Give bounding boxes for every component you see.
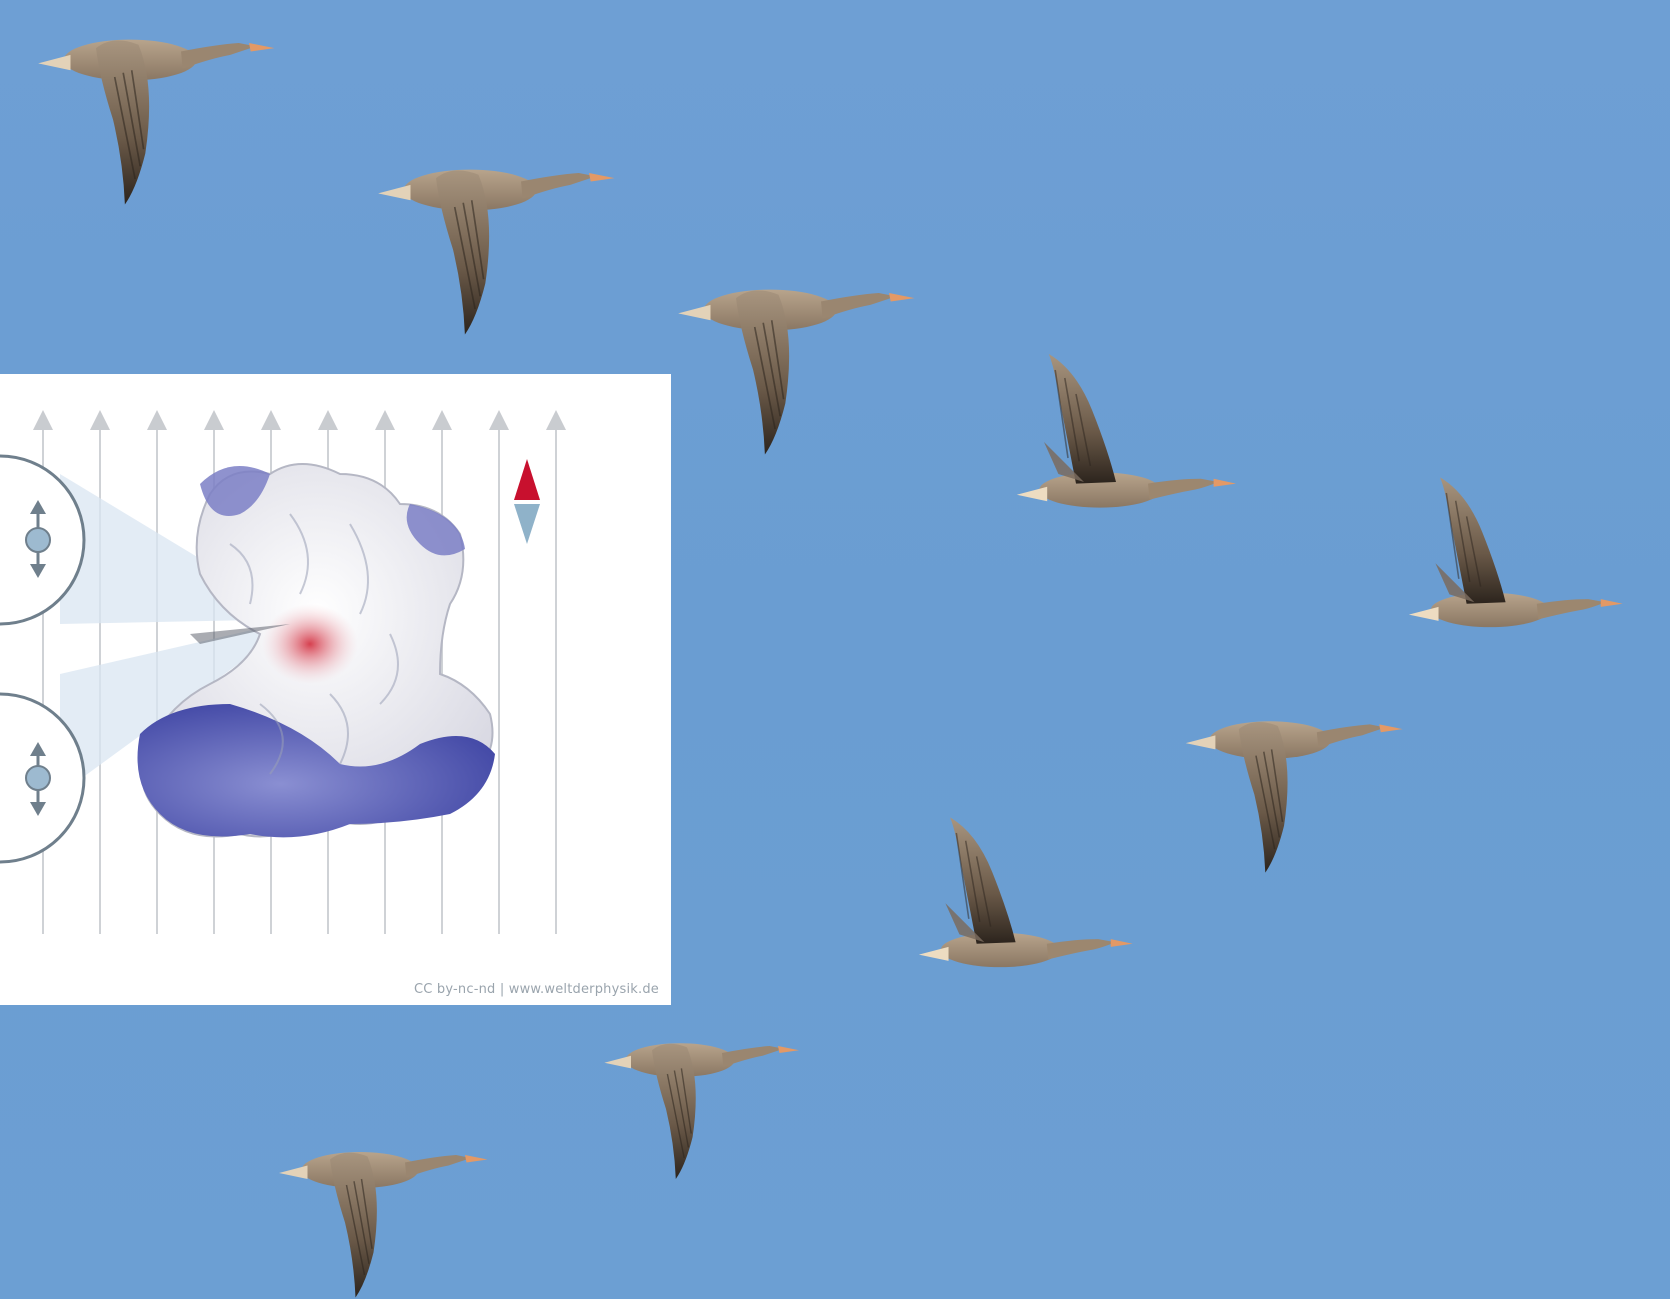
image-credit: CC by-nc-nd | www.weltderphysik.de <box>414 982 659 997</box>
spin-circle-upper <box>0 454 86 626</box>
goose <box>918 816 1134 968</box>
goose <box>1015 353 1237 509</box>
compass-icon <box>514 459 540 544</box>
goose <box>603 1042 800 1180</box>
spin-circle-lower <box>0 692 86 864</box>
goose <box>37 38 276 206</box>
goose <box>1184 720 1404 874</box>
goose <box>1408 476 1624 628</box>
goose <box>677 288 916 456</box>
goose <box>278 1151 489 1299</box>
goose <box>377 168 616 336</box>
protein-model <box>137 463 495 838</box>
inset-diagram <box>0 410 566 934</box>
magnetoreception-inset: CC by-nc-nd | www.weltderphysik.de <box>0 374 671 1005</box>
